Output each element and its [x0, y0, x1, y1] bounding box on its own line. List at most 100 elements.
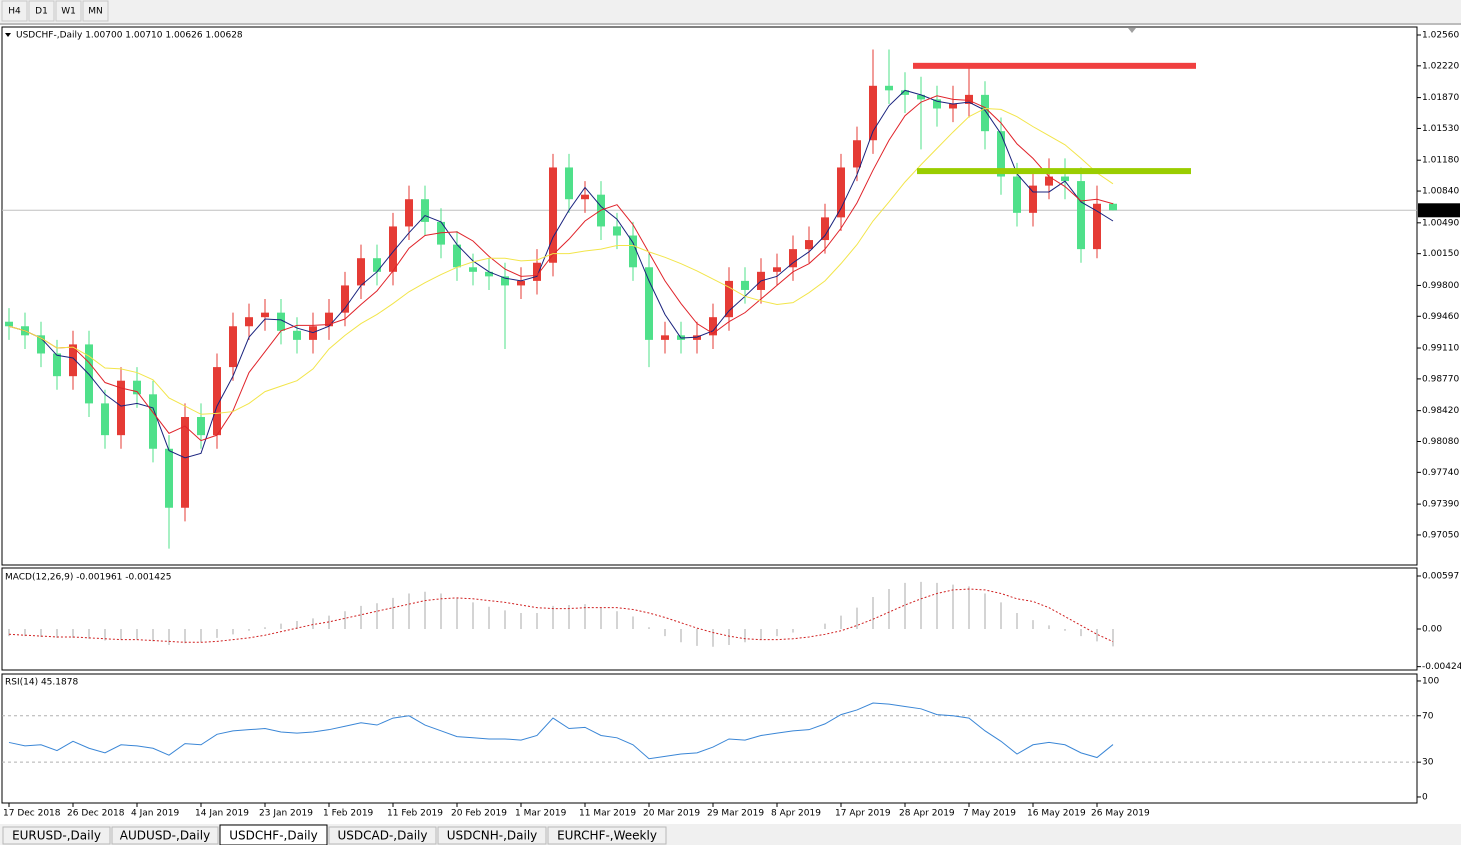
candle-body: [613, 226, 621, 236]
candle-body: [789, 249, 797, 268]
y-tick-label: 1.01180: [1422, 156, 1459, 166]
y-tick-label: -0.004243: [1422, 662, 1461, 672]
timeframe-button[interactable]: W1: [55, 0, 82, 22]
candle-body: [1045, 176, 1053, 186]
y-tick-label: 0.99800: [1422, 281, 1459, 291]
x-tick-label: 4 Jan 2019: [131, 809, 179, 819]
y-tick-label: 100: [1422, 676, 1439, 686]
chart-tab[interactable]: AUDUSD-,Daily: [111, 826, 219, 845]
candle-body: [997, 131, 1005, 177]
candle-body: [645, 267, 653, 340]
y-tick-label: 0.00597: [1422, 571, 1459, 581]
current-price-label: 1.00628: [1420, 206, 1457, 216]
candle-body: [949, 103, 957, 109]
timeframe-button[interactable]: MN: [82, 0, 109, 22]
candle-body: [629, 235, 637, 268]
candle-body: [133, 380, 141, 395]
chart-tab-label[interactable]: EURUSD-,Daily: [12, 829, 101, 843]
candle-body: [965, 94, 973, 104]
y-tick-label: 0.97390: [1422, 500, 1459, 510]
candle-body: [1093, 203, 1101, 250]
x-tick-label: 17 Dec 2018: [3, 809, 61, 819]
timeframe-button-box[interactable]: [28, 0, 55, 22]
chart-tab-label[interactable]: USDCNH-,Daily: [447, 829, 538, 843]
chart-tab-label[interactable]: EURCHF-,Weekly: [557, 829, 657, 843]
candle-body: [1077, 181, 1085, 250]
candle-body: [37, 335, 45, 354]
chart-tab-box[interactable]: [547, 826, 667, 845]
candle-body: [501, 276, 509, 286]
candle-body: [229, 326, 237, 368]
candle-body: [741, 280, 749, 290]
chart-title: USDCHF-,Daily 1.00700 1.00710 1.00626 1.…: [16, 31, 243, 41]
timeframe-label[interactable]: H4: [8, 7, 21, 17]
y-tick-label: 1.01530: [1422, 124, 1459, 134]
candle-body: [53, 353, 61, 377]
candle-body: [853, 140, 861, 168]
candle-body: [277, 312, 285, 331]
chart-tab-label[interactable]: USDCAD-,Daily: [338, 829, 428, 843]
candle-body: [213, 367, 221, 436]
candle-body: [181, 417, 189, 508]
x-tick-label: 20 Feb 2019: [451, 809, 507, 819]
candle-body: [981, 94, 989, 132]
y-tick-label: 0.99110: [1422, 344, 1459, 354]
y-tick-label: 0.97740: [1422, 468, 1459, 478]
candle-body: [453, 244, 461, 268]
chart-tab-box[interactable]: [111, 826, 219, 845]
x-tick-label: 1 Mar 2019: [515, 809, 567, 819]
candle-body: [1013, 176, 1021, 213]
timeframe-button-box[interactable]: [82, 0, 109, 22]
chart-tab-label[interactable]: AUDUSD-,Daily: [120, 829, 210, 843]
candle-body: [261, 312, 269, 318]
y-tick-label: 1.01870: [1422, 93, 1459, 103]
y-tick-label: 1.02220: [1422, 61, 1459, 71]
timeframe-button[interactable]: D1: [28, 0, 55, 22]
rsi-title: RSI(14) 45.1878: [5, 678, 78, 688]
candle-body: [885, 85, 893, 91]
chart-tab-label[interactable]: USDCHF-,Daily: [229, 829, 317, 843]
candle-body: [1061, 176, 1069, 182]
timeframe-button-box[interactable]: [1, 0, 28, 22]
y-tick-label: 1.00150: [1422, 249, 1459, 259]
y-tick-label: 0.98770: [1422, 374, 1459, 384]
x-tick-label: 20 Mar 2019: [643, 809, 700, 819]
timeframe-button-box[interactable]: [55, 0, 82, 22]
shift-marker: [1128, 28, 1136, 33]
chart-tab-box[interactable]: [437, 826, 547, 845]
chart-tab[interactable]: USDCNH-,Daily: [437, 826, 547, 845]
candle-body: [69, 344, 77, 377]
chart-tab[interactable]: USDCAD-,Daily: [328, 826, 437, 845]
macd-title: MACD(12,26,9) -0.001961 -0.001425: [5, 573, 171, 583]
timeframe-button[interactable]: H4: [1, 0, 28, 22]
chart-tab[interactable]: EURCHF-,Weekly: [547, 826, 667, 845]
candle-body: [373, 258, 381, 272]
timeframe-label[interactable]: D1: [35, 7, 48, 17]
chart-tab[interactable]: USDCHF-,Daily: [219, 824, 328, 845]
x-tick-label: 28 Apr 2019: [899, 809, 955, 819]
y-tick-label: 30: [1422, 758, 1434, 768]
chart-tab-box[interactable]: [328, 826, 437, 845]
chart-tab[interactable]: EURUSD-,Daily: [2, 826, 111, 845]
candle-body: [405, 199, 413, 227]
candle-body: [709, 317, 717, 336]
moving-average-line: [8, 95, 1114, 442]
price-panel: [1, 26, 1418, 566]
candle-body: [389, 226, 397, 272]
candle-body: [821, 217, 829, 241]
macd-panel: [1, 567, 1418, 671]
candle-body: [805, 240, 813, 250]
moving-average-line: [8, 107, 1114, 415]
chart-tab-box[interactable]: [2, 826, 111, 845]
chart-tab-box[interactable]: [219, 824, 328, 845]
timeframe-label[interactable]: W1: [61, 7, 76, 17]
timeframe-label[interactable]: MN: [88, 7, 103, 17]
y-tick-label: 0.98420: [1422, 406, 1459, 416]
macd-signal-line: [8, 588, 1114, 643]
candle-body: [325, 312, 333, 327]
candle-body: [917, 94, 925, 100]
price-level: [917, 168, 1191, 175]
x-tick-label: 1 Feb 2019: [323, 809, 374, 819]
y-tick-label: 70: [1422, 711, 1434, 721]
